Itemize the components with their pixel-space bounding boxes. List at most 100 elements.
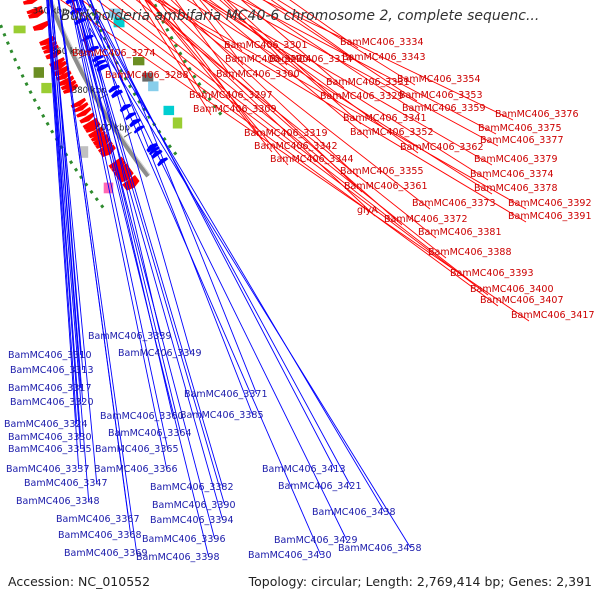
- forward-gene-label: BamMC406_3341: [343, 113, 426, 124]
- reverse-gene-arrow: [125, 111, 137, 121]
- forward-gene-label: BamMC406_3288: [105, 70, 188, 81]
- reverse-leader-line: [57, 0, 132, 536]
- feature-block: [163, 105, 175, 116]
- forward-leader-line: [170, 0, 359, 178]
- forward-leader-line: [96, 0, 489, 296]
- forward-gene-label: BamMC406_3391: [508, 211, 591, 222]
- reverse-gene-label: BamMC406_3337: [6, 464, 89, 475]
- reverse-gene-label: BamMC406_3364: [108, 428, 191, 439]
- feature-block: [13, 25, 26, 34]
- reverse-leader-line: [72, 0, 216, 540]
- reverse-gene-arrow: [119, 103, 132, 113]
- reverse-gene-label: BamMC406_3396: [142, 534, 225, 545]
- accession-text: Accession: NC_010552: [6, 574, 153, 589]
- reverse-gene-label: BamMC406_3349: [118, 348, 201, 359]
- page-title: Burkholderia ambifaria MC40-6 chromosome…: [60, 8, 540, 24]
- forward-gene-label: BamMC406_3372: [384, 214, 467, 225]
- forward-gene-arrow: [113, 163, 129, 176]
- backbone-highlight: [51, 0, 151, 176]
- forward-gene-arrow: [118, 170, 134, 183]
- forward-leader-line: [241, 0, 497, 135]
- reverse-leader-line: [78, 0, 224, 488]
- forward-leader-line: [227, 0, 499, 147]
- reverse-leader-line: [76, 0, 226, 506]
- forward-gene-arrow: [88, 126, 104, 139]
- forward-gene-arrow: [79, 112, 95, 124]
- reverse-leader-line: [47, 0, 82, 438]
- reverse-leader-line: [71, 0, 210, 558]
- reverse-leader-line: [47, 0, 78, 425]
- feature-block: [113, 17, 125, 28]
- reverse-gene-label: BamMC406_3348: [16, 496, 99, 507]
- forward-gene-label: BamMC406_3290: [225, 54, 308, 65]
- reverse-gene-label: BamMC406_3421: [278, 481, 361, 492]
- forward-gene-arrow: [70, 97, 87, 109]
- forward-leader-line: [262, 0, 514, 121]
- forward-leader-line: [108, 0, 469, 280]
- forward-leader-line: [277, 0, 416, 86]
- forward-leader-line: [240, 0, 345, 89]
- forward-gene-label: BamMC406_3392: [508, 198, 591, 209]
- forward-gene-label: BamMC406_3297: [189, 90, 272, 101]
- reverse-gene-label: BamMC406_3313: [10, 365, 93, 376]
- reverse-gene-label: BamMC406_3429: [274, 535, 357, 546]
- forward-leader-line: [154, 0, 527, 223]
- reverse-gene-label: BamMC406_3413: [262, 464, 345, 475]
- forward-leader-line: [120, 0, 447, 259]
- forward-gene-label: BamMC406_3362: [400, 142, 483, 153]
- forward-gene-label: BamMC406_3378: [474, 183, 557, 194]
- forward-gene-label: BamMC406_3301: [224, 40, 307, 51]
- feature-block: [41, 82, 52, 94]
- forward-leader-line: [204, 0, 493, 166]
- forward-gene-label: BamMC406_3319: [244, 128, 327, 139]
- forward-gene-arrow: [73, 102, 89, 113]
- reverse-leader-line: [51, 0, 98, 484]
- forward-gene-label: glyA: [357, 205, 378, 216]
- forward-gene-label: BamMC406_3407: [480, 295, 563, 306]
- forward-gene-label: BamMC406_3400: [470, 284, 553, 295]
- forward-leader-line: [148, 0, 289, 166]
- forward-gene-label: BamMC406_3314: [269, 54, 352, 65]
- forward-leader-line: [202, 0, 489, 181]
- forward-gene-label: BamMC406_3334: [340, 37, 423, 48]
- forward-gene-arrow: [85, 121, 101, 133]
- feature-block: [133, 57, 145, 66]
- forward-leader-line: [289, 0, 359, 49]
- reverse-leader-line: [75, 0, 224, 521]
- forward-gene-label: BamMC406_3353: [399, 90, 482, 101]
- reverse-gene-label: BamMC406_3320: [10, 397, 93, 408]
- feature-block: [172, 117, 183, 129]
- forward-gene-label: BamMC406_3375: [478, 123, 561, 134]
- reverse-gene-label: BamMC406_3430: [248, 550, 331, 561]
- forward-gene-arrow: [41, 40, 58, 50]
- reverse-gene-label: BamMC406_3382: [150, 482, 233, 493]
- forward-gene-arrow: [60, 79, 77, 91]
- forward-leader-line: [262, 0, 418, 102]
- forward-gene-label: BamMC406_3374: [470, 169, 553, 180]
- tick-mark: [99, 93, 109, 99]
- topology-summary: Topology: circular; Length: 2,769,414 bp…: [246, 574, 594, 589]
- forward-leader-line: [175, 0, 235, 81]
- gene-labels: BamMC406_3274BamMC406_3301BamMC406_3290B…: [4, 37, 594, 563]
- forward-leader-line: [81, 0, 499, 307]
- reverse-leader-line: [79, 0, 386, 513]
- forward-gene-arrow: [32, 20, 50, 31]
- forward-gene-arrow: [76, 106, 92, 118]
- feature-block: [142, 72, 154, 82]
- reverse-gene-label: BamMC406_3385: [180, 410, 263, 421]
- reverse-leader-line: [89, 27, 412, 549]
- reverse-gene-label: BamMC406_3330: [8, 432, 91, 443]
- forward-gene-label: BamMC406_3388: [428, 247, 511, 258]
- reverse-gene-label: BamMC406_3324: [4, 419, 87, 430]
- forward-gene-arrow: [27, 9, 45, 19]
- forward-gene-label: BamMC406_3381: [418, 227, 501, 238]
- tick-mark: [123, 131, 132, 138]
- tick-label: 340 kbp: [33, 7, 68, 17]
- reverse-leader-line: [99, 0, 258, 395]
- reverse-leader-line: [46, 0, 80, 470]
- reverse-leader-line: [90, 0, 254, 416]
- forward-gene-label: BamMC406_3352: [350, 127, 433, 138]
- forward-leader-line: [161, 0, 431, 210]
- forward-gene-label: BamMC406_3361: [344, 181, 427, 192]
